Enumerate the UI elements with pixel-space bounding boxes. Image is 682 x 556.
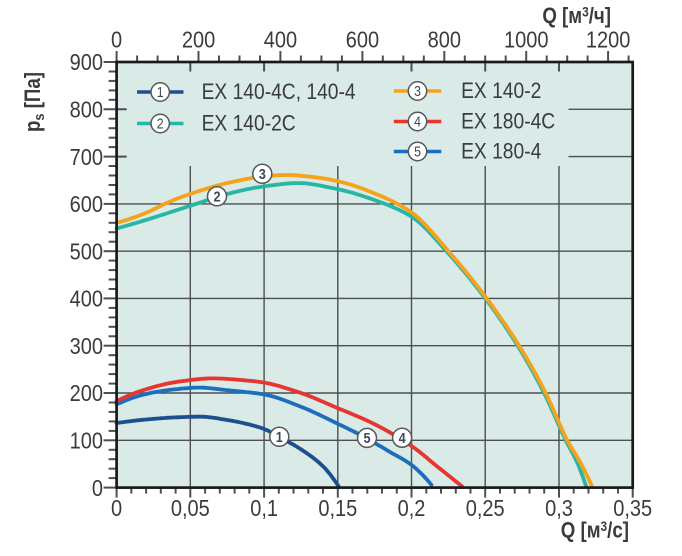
svg-text:0,2: 0,2 xyxy=(398,495,426,522)
svg-text:100: 100 xyxy=(70,427,103,454)
svg-text:EX 180-4C: EX 180-4C xyxy=(461,110,555,134)
svg-text:1: 1 xyxy=(157,84,164,100)
svg-text:0: 0 xyxy=(92,474,103,501)
svg-text:900: 900 xyxy=(70,49,103,76)
svg-text:Q [м3/ч]: Q [м3/ч] xyxy=(542,3,611,28)
svg-text:0,1: 0,1 xyxy=(250,495,278,522)
svg-text:200: 200 xyxy=(182,26,215,53)
svg-text:EX 140-2C: EX 140-2C xyxy=(202,112,296,136)
svg-text:400: 400 xyxy=(70,285,103,312)
svg-text:0,35: 0,35 xyxy=(613,495,652,522)
svg-text:700: 700 xyxy=(70,143,103,170)
svg-text:EX 140-4C, 140-4: EX 140-4C, 140-4 xyxy=(202,80,356,104)
svg-text:0,05: 0,05 xyxy=(171,495,210,522)
svg-text:2: 2 xyxy=(157,116,164,132)
svg-text:ps [Па]: ps [Па] xyxy=(21,72,47,132)
svg-text:0,3: 0,3 xyxy=(545,495,573,522)
svg-text:1200: 1200 xyxy=(586,26,631,53)
svg-text:500: 500 xyxy=(70,238,103,265)
svg-text:4: 4 xyxy=(414,114,421,130)
svg-text:4: 4 xyxy=(399,429,406,446)
svg-text:1: 1 xyxy=(276,428,283,445)
svg-text:400: 400 xyxy=(264,26,297,53)
svg-text:800: 800 xyxy=(70,96,103,123)
svg-text:EX 180-4: EX 180-4 xyxy=(461,140,541,164)
svg-text:600: 600 xyxy=(346,26,379,53)
svg-text:0,15: 0,15 xyxy=(318,495,357,522)
svg-text:0: 0 xyxy=(111,495,122,522)
svg-text:5: 5 xyxy=(363,429,370,446)
svg-text:200: 200 xyxy=(70,380,103,407)
svg-text:0: 0 xyxy=(111,26,122,53)
svg-text:EX 140-2: EX 140-2 xyxy=(461,79,541,103)
svg-text:300: 300 xyxy=(70,333,103,360)
svg-text:Q [м3/с]: Q [м3/с] xyxy=(561,518,629,543)
svg-text:0,25: 0,25 xyxy=(466,495,505,522)
svg-text:3: 3 xyxy=(259,165,266,182)
svg-text:5: 5 xyxy=(414,144,421,160)
svg-text:1000: 1000 xyxy=(504,26,549,53)
svg-text:2: 2 xyxy=(213,187,220,204)
svg-text:800: 800 xyxy=(428,26,461,53)
svg-text:600: 600 xyxy=(70,191,103,218)
svg-text:3: 3 xyxy=(414,83,421,99)
